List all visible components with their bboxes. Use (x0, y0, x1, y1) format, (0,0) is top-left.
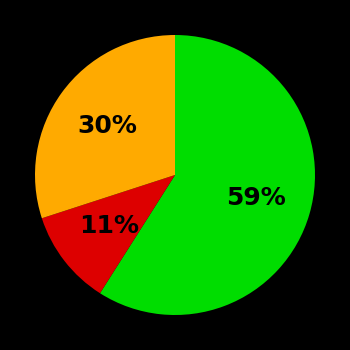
Wedge shape (100, 35, 315, 315)
Wedge shape (35, 35, 175, 218)
Text: 11%: 11% (79, 215, 139, 238)
Text: 30%: 30% (77, 114, 137, 138)
Wedge shape (42, 175, 175, 293)
Text: 59%: 59% (226, 187, 286, 210)
